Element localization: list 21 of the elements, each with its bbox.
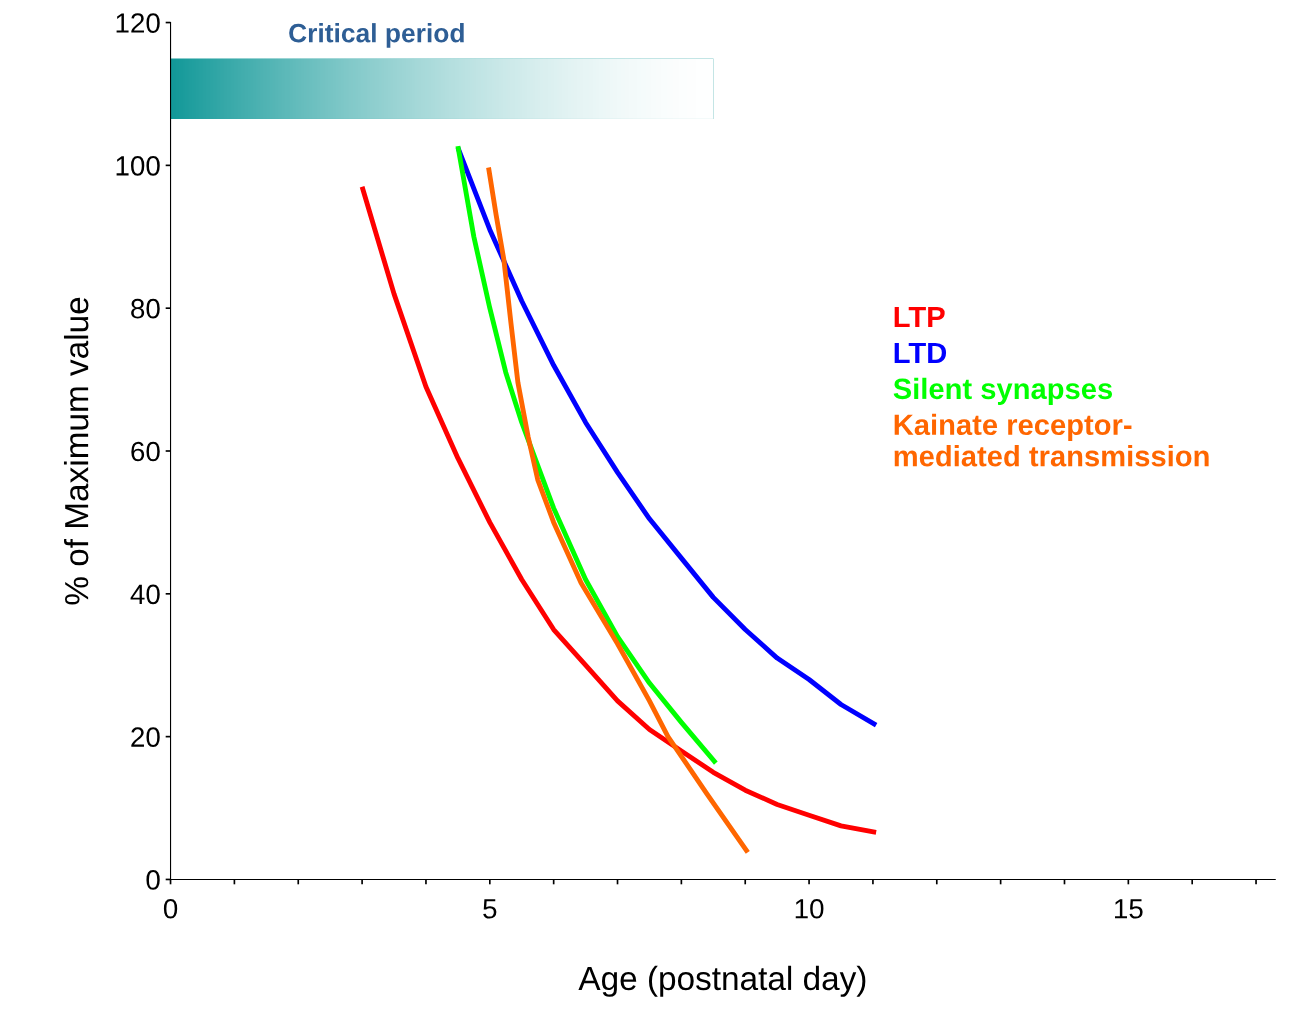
line-series <box>486 165 751 855</box>
band-label: Critical period <box>289 23 464 48</box>
line-series <box>359 184 879 835</box>
y-tick-label: 60 <box>131 441 160 462</box>
text: Silent synapses <box>893 377 1113 405</box>
x-axis-title: Age (postnatal day) <box>578 965 866 997</box>
text: LTD <box>894 342 947 363</box>
x-tick-label: 15 <box>1115 899 1143 919</box>
y-tick-label: 120 <box>116 13 160 33</box>
text: LTP <box>894 306 945 328</box>
text: Kainate receptor- mediated transmission <box>894 413 1209 467</box>
y-axis-title: % of Maximum value <box>63 297 89 605</box>
y-tick-label: 20 <box>131 727 160 747</box>
x-tick-label: 0 <box>163 898 178 919</box>
x-tick-label: 5 <box>483 899 497 919</box>
line-series <box>455 143 719 766</box>
x-tick-label: 10 <box>795 898 824 919</box>
y-tick-label: 80 <box>131 298 160 319</box>
y-tick-label: 100 <box>116 156 160 176</box>
y-tick-label: 0 <box>146 870 160 890</box>
y-tick-label: 40 <box>130 584 160 605</box>
